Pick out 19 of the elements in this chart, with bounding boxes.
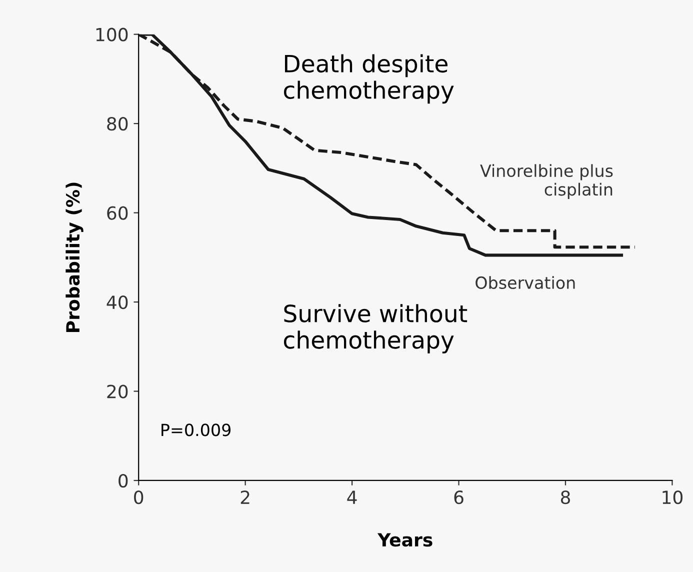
x-tick-label: 0 xyxy=(134,490,144,504)
series-label: Observation xyxy=(476,276,575,290)
annotation: P=0.009 xyxy=(162,424,230,436)
annotation: Survive without chemotherapy xyxy=(284,304,468,354)
series-label: Vinorelbine plus cisplatin xyxy=(480,164,613,199)
y-tick-label: 80 xyxy=(107,117,128,131)
x-tick-label: 8 xyxy=(560,490,570,504)
x-tick-label: 10 xyxy=(662,490,682,504)
y-tick-label: 20 xyxy=(107,384,128,398)
y-tick-label: 60 xyxy=(107,206,128,220)
annotation: Death despite chemotherapy xyxy=(284,54,454,104)
y-tick-label: 0 xyxy=(118,474,128,488)
y-axis-title: Probability (%) xyxy=(66,182,84,332)
x-axis-title: Years xyxy=(377,533,432,547)
y-tick-label: 40 xyxy=(106,295,128,310)
x-tick-label: 2 xyxy=(240,490,250,504)
x-tick-label: 4 xyxy=(347,490,357,504)
y-tick-label: 100 xyxy=(96,28,128,42)
x-tick-label: 6 xyxy=(454,490,464,504)
